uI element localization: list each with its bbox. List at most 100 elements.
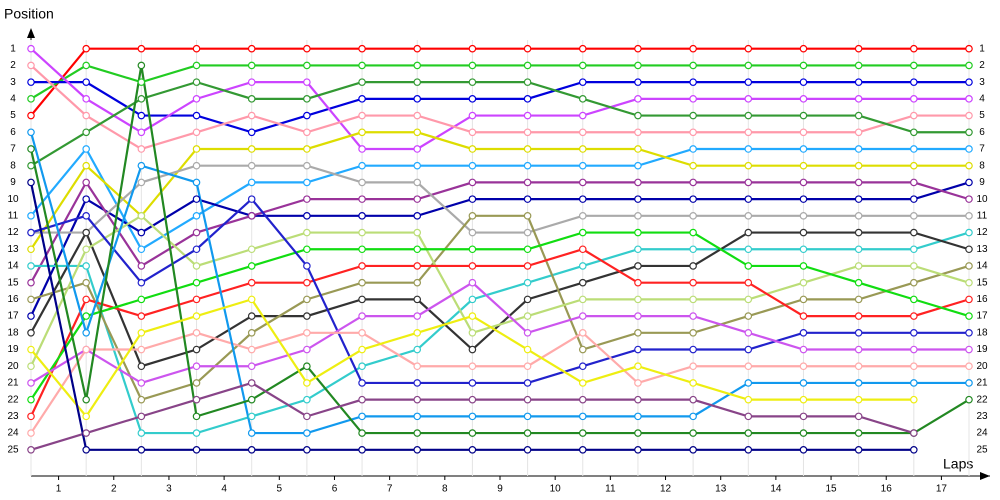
position-marker xyxy=(137,262,146,270)
position-marker xyxy=(413,379,422,387)
position-marker xyxy=(854,228,863,237)
y-tick-label-right: 23 xyxy=(976,411,988,422)
position-marker xyxy=(247,329,256,337)
position-marker xyxy=(578,61,587,70)
position-marker xyxy=(413,362,422,371)
position-marker xyxy=(413,78,422,86)
position-marker xyxy=(358,195,366,203)
position-marker xyxy=(468,44,477,53)
y-tick-label-right: 13 xyxy=(976,244,988,255)
position-marker xyxy=(247,379,256,387)
position-marker xyxy=(965,145,973,153)
position-marker xyxy=(82,178,90,187)
position-marker xyxy=(137,278,146,287)
position-marker xyxy=(468,379,477,387)
position-marker xyxy=(854,128,863,137)
position-marker xyxy=(137,61,146,70)
position-marker xyxy=(303,44,311,53)
x-tick-label: 17 xyxy=(936,484,948,495)
position-marker xyxy=(910,161,918,170)
position-marker xyxy=(27,345,35,354)
y-tick-label-right: 7 xyxy=(979,144,985,155)
x-tick-label: 10 xyxy=(550,484,562,495)
position-marker xyxy=(303,329,311,337)
position-marker xyxy=(634,278,642,287)
position-marker xyxy=(27,312,35,320)
position-marker xyxy=(910,245,918,254)
position-marker xyxy=(523,429,532,437)
position-marker xyxy=(303,78,311,86)
position-marker xyxy=(965,379,973,387)
position-marker xyxy=(799,245,808,254)
position-marker xyxy=(744,295,753,304)
position-marker xyxy=(689,95,697,103)
position-marker xyxy=(910,212,918,220)
position-marker xyxy=(965,128,973,137)
position-marker xyxy=(799,412,808,421)
position-marker xyxy=(468,329,477,337)
position-marker xyxy=(523,362,532,371)
position-marker xyxy=(965,262,973,270)
position-marker xyxy=(965,295,973,304)
position-marker xyxy=(634,262,642,270)
position-marker xyxy=(854,195,863,203)
position-marker xyxy=(468,395,477,404)
y-tick-label: 25 xyxy=(7,444,19,455)
position-marker xyxy=(82,61,90,70)
position-marker xyxy=(82,395,90,404)
series-line xyxy=(31,81,969,134)
position-marker xyxy=(799,44,808,53)
y-tick-label: 6 xyxy=(10,127,16,138)
position-marker xyxy=(358,178,366,187)
position-marker xyxy=(137,429,146,437)
position-marker xyxy=(910,278,918,287)
position-marker xyxy=(854,295,863,304)
position-marker xyxy=(634,445,642,454)
position-marker xyxy=(910,395,918,404)
position-marker xyxy=(744,128,753,137)
position-marker xyxy=(413,278,422,287)
position-marker xyxy=(744,362,753,371)
position-marker xyxy=(910,44,918,53)
position-marker xyxy=(247,178,256,187)
position-marker xyxy=(965,195,973,203)
position-marker xyxy=(468,228,477,237)
position-marker xyxy=(634,161,642,170)
x-tick-label: 1 xyxy=(56,484,62,495)
position-marker xyxy=(634,312,642,320)
position-marker xyxy=(523,228,532,237)
position-marker xyxy=(799,61,808,70)
position-marker xyxy=(27,178,35,187)
position-marker xyxy=(413,111,422,120)
position-marker xyxy=(27,429,35,437)
position-marker xyxy=(634,178,642,187)
position-marker xyxy=(910,262,918,270)
series-line xyxy=(30,180,970,284)
position-marker xyxy=(854,161,863,170)
position-marker xyxy=(468,195,477,203)
position-marker xyxy=(799,212,808,220)
position-marker xyxy=(247,445,256,454)
position-marker xyxy=(413,128,422,137)
position-marker xyxy=(82,44,90,53)
position-marker xyxy=(965,178,973,187)
position-marker xyxy=(634,429,642,437)
position-marker xyxy=(854,95,863,103)
position-marker xyxy=(578,245,587,254)
position-marker xyxy=(744,395,753,404)
position-marker xyxy=(468,212,477,220)
position-marker xyxy=(689,61,697,70)
position-marker xyxy=(578,178,587,187)
position-marker xyxy=(137,345,146,354)
position-marker xyxy=(744,262,753,270)
position-marker xyxy=(137,161,146,170)
position-marker xyxy=(82,295,90,304)
position-marker xyxy=(303,145,311,153)
position-marker xyxy=(578,412,587,421)
position-marker xyxy=(303,228,311,237)
y-tick-label: 5 xyxy=(10,110,16,121)
position-marker xyxy=(965,312,973,320)
position-marker xyxy=(413,245,422,254)
position-marker xyxy=(468,78,477,86)
position-marker xyxy=(578,312,587,320)
